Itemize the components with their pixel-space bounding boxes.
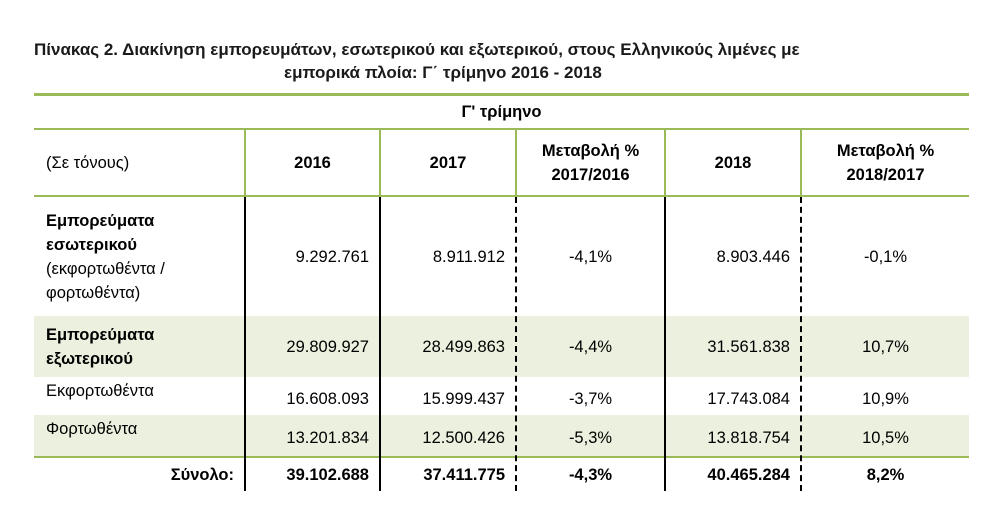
table-cell: 29.809.927 — [286, 337, 369, 356]
column-header: 2016 — [294, 153, 331, 172]
title-line-1: Πίνακας 2. Διακίνηση εμπορευμάτων, εσωτε… — [34, 40, 800, 59]
table-cell: 17.743.084 — [707, 390, 790, 408]
table-cell: -5,3% — [568, 429, 613, 447]
table-title: Πίνακας 2. Διακίνηση εμπορευμάτων, εσωτε… — [34, 38, 969, 84]
total-label: Σύνολο: — [170, 465, 234, 484]
column-header: Μεταβολή % 2018/2017 — [836, 141, 935, 184]
table-cell: 8.911.912 — [432, 247, 505, 266]
col-divider — [664, 197, 666, 491]
rule-total-top — [34, 456, 969, 458]
row-band-loaded — [34, 415, 969, 456]
data-table: Γ' τρίμηνο (Σε τόνους) 2016 2017 Μεταβολ… — [34, 93, 969, 491]
col-divider — [664, 130, 666, 195]
table-cell: -3,7% — [568, 390, 613, 408]
column-header: 2017 — [429, 153, 467, 172]
total-cell: 39.102.688 — [286, 465, 369, 484]
row-band-exterior — [34, 316, 969, 377]
table-cell: 10,5% — [862, 429, 909, 447]
col-divider-dashed — [800, 197, 802, 491]
table-cell: 9.292.761 — [295, 247, 369, 266]
col-divider — [244, 197, 246, 491]
row-label-normal: (εκφορτωθέντα / φορτωθέντα) — [46, 259, 165, 302]
total-cell: 40.465.284 — [707, 465, 790, 484]
table-cell: -4,1% — [568, 247, 613, 266]
col-divider-dashed — [515, 197, 517, 491]
column-header: Μεταβολή % 2017/2016 — [541, 141, 640, 184]
col-divider — [244, 130, 246, 195]
table-cell: 8.903.446 — [716, 247, 790, 266]
table-cell: 10,9% — [862, 390, 909, 408]
column-header: 2018 — [714, 153, 752, 172]
col-divider — [379, 197, 381, 491]
row-label: Φορτωθέντα — [46, 420, 138, 438]
row-label-bold: Εμπορεύματα εξωτερικού — [46, 325, 155, 368]
rule-group-header — [34, 128, 969, 130]
col-divider — [515, 130, 517, 195]
table-cell: 28.499.863 — [422, 337, 505, 356]
rule-header-bottom — [34, 195, 969, 197]
total-cell: 37.411.775 — [423, 465, 505, 484]
row-label-bold: Εμπορεύματα εσωτερικού — [46, 211, 155, 254]
table-cell: 31.561.838 — [707, 337, 790, 356]
title-line-2: εμπορικά πλοία: Γ΄ τρίμηνο 2016 - 2018 — [284, 63, 602, 82]
table-cell: -4,4% — [568, 337, 613, 356]
table-cell: 13.818.754 — [707, 429, 790, 447]
group-header: Γ' τρίμηνο — [461, 103, 542, 121]
table-cell: 12.500.426 — [422, 429, 505, 447]
total-cell: 8,2% — [866, 465, 905, 484]
unit-label: (Σε τόνους) — [46, 153, 130, 172]
col-divider — [379, 130, 381, 195]
table-cell: 13.201.834 — [286, 429, 369, 447]
row-label: Εμπορεύματα εξωτερικού — [34, 316, 244, 377]
rule-top — [34, 93, 969, 96]
row-label: Εκφορτωθέντα — [46, 382, 154, 400]
table-cell: 16.608.093 — [286, 390, 369, 408]
row-label: Εμπορεύματα εσωτερικού (εκφορτωθέντα / φ… — [34, 197, 244, 316]
table-cell: 15.999.437 — [422, 390, 505, 408]
table-cell: 10,7% — [862, 337, 909, 356]
table-cell: -0,1% — [863, 247, 908, 266]
total-cell: -4,3% — [568, 465, 613, 484]
col-divider — [800, 130, 802, 195]
